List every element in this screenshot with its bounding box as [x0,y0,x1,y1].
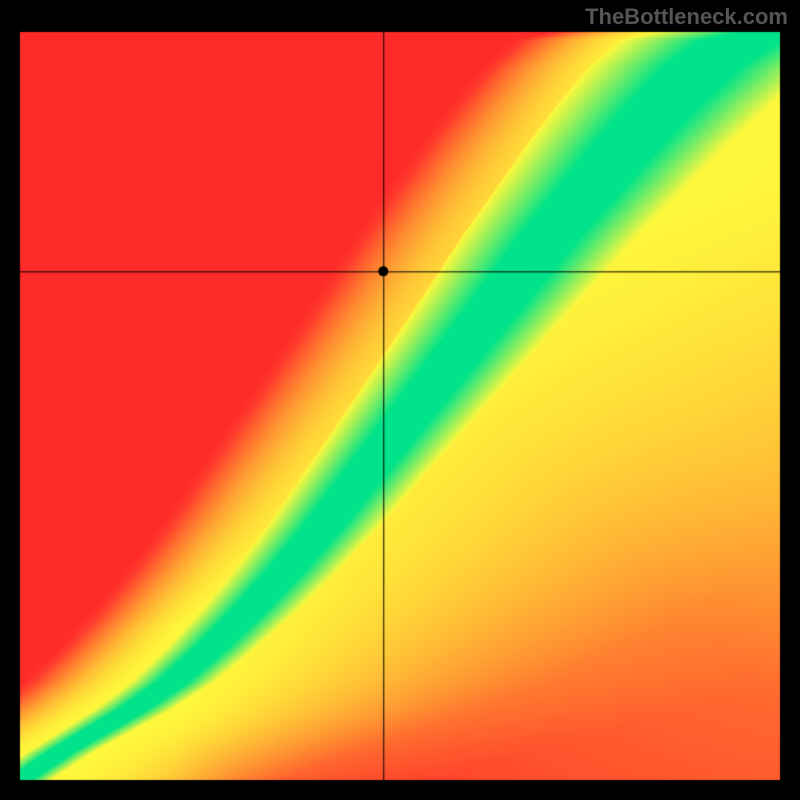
chart-container: TheBottleneck.com [0,0,800,800]
watermark-label: TheBottleneck.com [585,4,788,30]
bottleneck-heatmap [0,0,800,800]
